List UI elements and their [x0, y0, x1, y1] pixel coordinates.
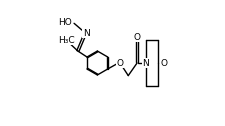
Text: O: O — [116, 58, 123, 68]
Text: N: N — [142, 58, 149, 68]
Text: N: N — [83, 29, 89, 38]
Text: O: O — [161, 58, 168, 68]
Text: O: O — [134, 33, 141, 42]
Text: HO: HO — [58, 18, 72, 27]
Text: H₃C: H₃C — [58, 36, 75, 45]
